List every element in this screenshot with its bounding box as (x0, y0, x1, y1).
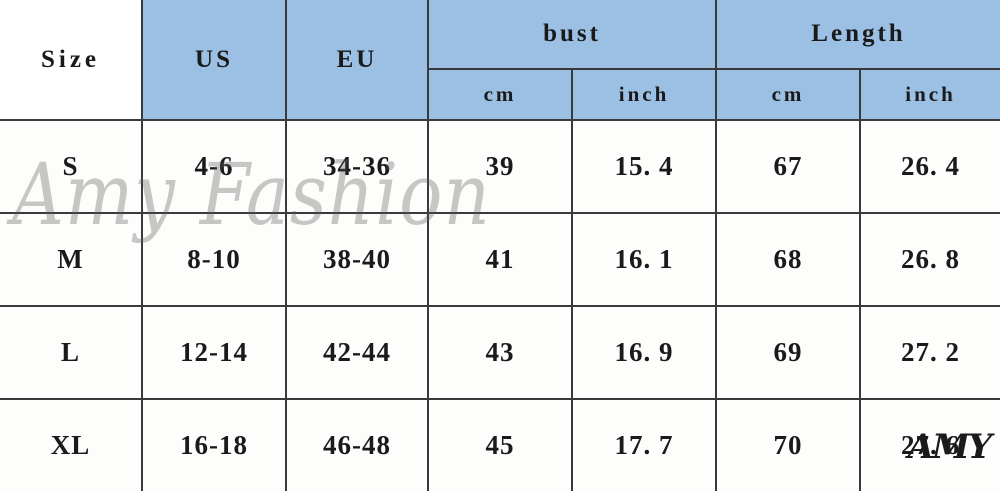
cell-bust-cm: 45 (428, 399, 573, 491)
header-us: US (142, 0, 287, 121)
cell-size: S (0, 120, 143, 214)
cell-length-cm: 68 (716, 213, 861, 307)
cell-eu: 38-40 (286, 213, 429, 307)
header-row-subunits: cm inch cm inch (0, 69, 1000, 121)
header-bust-cm: cm (428, 69, 573, 121)
header-length-cm: cm (716, 69, 861, 121)
header-row-groups: Size US EU bust Length (0, 0, 1000, 121)
table-row: S 4-6 34-36 39 15. 4 67 26. 4 (0, 120, 1000, 214)
cell-length-inch: 26. 8 (860, 213, 1000, 307)
cell-bust-inch: 16. 1 (572, 213, 717, 307)
cell-bust-cm: 41 (428, 213, 573, 307)
header-length-group: Length (716, 0, 1000, 70)
table-row: M 8-10 38-40 41 16. 1 68 26. 8 (0, 213, 1000, 307)
cell-length-inch: 26. 4 (860, 120, 1000, 214)
header-length-inch: inch (860, 69, 1000, 121)
header-size: Size (0, 0, 143, 121)
cell-eu: 42-44 (286, 306, 429, 400)
cell-size: XL (0, 399, 143, 491)
cell-length-inch: 27. 2 (860, 306, 1000, 400)
cell-us: 12-14 (142, 306, 287, 400)
cell-length-cm: 70 (716, 399, 861, 491)
cell-bust-cm: 43 (428, 306, 573, 400)
cell-us: 4-6 (142, 120, 287, 214)
header-eu: EU (286, 0, 429, 121)
table-header: Size US EU bust Length cm inch cm inch (0, 0, 1000, 121)
cell-length-cm: 69 (716, 306, 861, 400)
cell-us: 8-10 (142, 213, 287, 307)
cell-size: L (0, 306, 143, 400)
cell-length-cm: 67 (716, 120, 861, 214)
cell-eu: 34-36 (286, 120, 429, 214)
cell-length-inch: 27. 6 (860, 399, 1000, 491)
cell-bust-inch: 16. 9 (572, 306, 717, 400)
cell-eu: 46-48 (286, 399, 429, 491)
cell-bust-cm: 39 (428, 120, 573, 214)
table-row: L 12-14 42-44 43 16. 9 69 27. 2 (0, 306, 1000, 400)
cell-size: M (0, 213, 143, 307)
table-row: XL 16-18 46-48 45 17. 7 70 27. 6 (0, 399, 1000, 491)
header-bust-inch: inch (572, 69, 717, 121)
cell-bust-inch: 17. 7 (572, 399, 717, 491)
cell-us: 16-18 (142, 399, 287, 491)
header-bust-group: bust (428, 0, 717, 70)
cell-bust-inch: 15. 4 (572, 120, 717, 214)
table-body: S 4-6 34-36 39 15. 4 67 26. 4 M 8-10 38-… (0, 120, 1000, 491)
